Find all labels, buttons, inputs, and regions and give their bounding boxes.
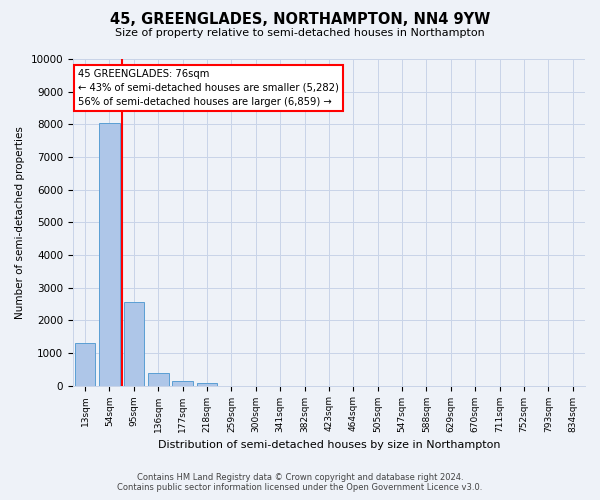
Bar [99,122,120,386]
Text: Size of property relative to semi-detached houses in Northampton: Size of property relative to semi-detach… [115,28,485,38]
Text: Contains HM Land Registry data © Crown copyright and database right 2024.
Contai: Contains HM Land Registry data © Crown c… [118,473,482,492]
Y-axis label: Number of semi-detached properties: Number of semi-detached properties [15,126,25,318]
Bar [124,302,144,386]
X-axis label: Distribution of semi-detached houses by size in Northampton: Distribution of semi-detached houses by … [158,440,500,450]
Bar [197,384,217,386]
Bar [148,374,169,386]
Text: 45 GREENGLADES: 76sqm
← 43% of semi-detached houses are smaller (5,282)
56% of s: 45 GREENGLADES: 76sqm ← 43% of semi-deta… [78,69,339,107]
Text: 45, GREENGLADES, NORTHAMPTON, NN4 9YW: 45, GREENGLADES, NORTHAMPTON, NN4 9YW [110,12,490,28]
Bar [75,343,95,386]
Bar [172,382,193,386]
